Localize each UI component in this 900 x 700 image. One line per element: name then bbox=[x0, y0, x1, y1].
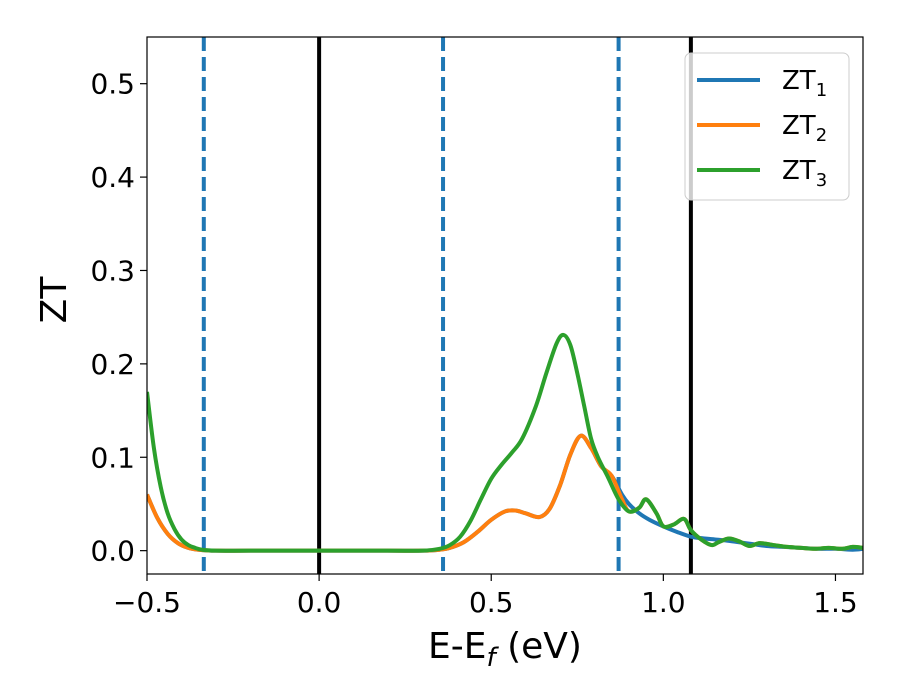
x-tick-label: 1.5 bbox=[813, 586, 858, 619]
plot-area-frame bbox=[146, 36, 864, 575]
series-line-zt2 bbox=[147, 433, 863, 553]
series-line-zt1 bbox=[147, 433, 863, 553]
y-tick-label: 0.1 bbox=[90, 441, 135, 474]
x-axis-label: E-Ef (eV) bbox=[428, 626, 582, 673]
legend-label-zt3: ZT3 bbox=[782, 156, 827, 191]
x-tick-label: 1.0 bbox=[641, 586, 686, 619]
legend-label-zt2: ZT2 bbox=[782, 111, 827, 146]
y-tick-label: 0.5 bbox=[90, 68, 135, 101]
y-tick-label: 0.0 bbox=[90, 535, 135, 568]
x-tick-label: −0.5 bbox=[113, 586, 181, 619]
y-axis-label: ZT bbox=[34, 276, 75, 324]
y-tick-label: 0.3 bbox=[90, 254, 135, 287]
legend-label-zt1: ZT1 bbox=[782, 66, 827, 101]
y-axis: 0.0 0.1 0.2 0.3 0.4 0.5 bbox=[90, 68, 147, 568]
legend-box bbox=[684, 52, 850, 201]
x-tick-label: 0.5 bbox=[469, 586, 514, 619]
series-layer bbox=[147, 332, 863, 553]
y-tick-label: 0.2 bbox=[90, 348, 135, 381]
legend: ZT1 ZT2 ZT3 bbox=[684, 52, 850, 201]
x-tick-label: 0.0 bbox=[297, 586, 342, 619]
x-axis: −0.5 0.0 0.5 1.0 1.5 bbox=[113, 574, 858, 619]
y-tick-label: 0.4 bbox=[90, 161, 135, 194]
series-line-zt3 bbox=[147, 332, 863, 553]
